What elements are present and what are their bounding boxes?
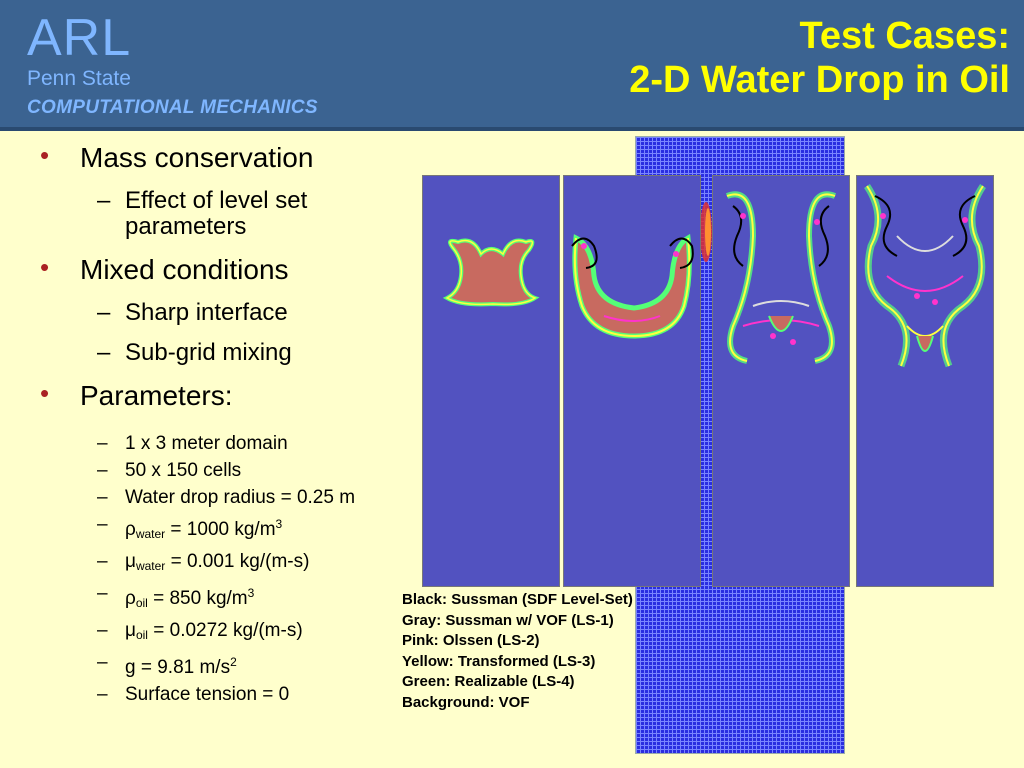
legend-gray: Gray: Sussman w/ VOF (LS-1) (402, 611, 614, 629)
param-domain: –1 x 3 meter domain (97, 433, 288, 454)
param-rho-water: – ρwater = 1000 kg/m3 (97, 514, 283, 541)
param-surface-tension: – Surface tension = 0 (97, 684, 290, 705)
division-label: COMPUTATIONAL MECHANICS (27, 97, 318, 118)
param-mu-water: – μwater = 0.001 kg/(m-s) (97, 551, 310, 573)
bullet-dot-icon: • (40, 140, 50, 170)
bullet-list: • Mass conservation – Effect of level set … (40, 140, 420, 708)
slide-title: Test Cases: 2-D Water Drop in Oil (629, 14, 1010, 102)
sub-bullet-sub-grid: – Sub-grid mixing (97, 339, 292, 366)
bullet-parameters: • Parameters: (40, 378, 233, 411)
drop-image-t1 (442, 238, 540, 307)
legend-background: Background: VOF (402, 693, 530, 711)
legend-black: Black: Sussman (SDF Level-Set) (402, 591, 633, 608)
simulation-panel-1 (422, 175, 560, 587)
param-mu-oil: – μoil = 0.0272 kg/(m-s) (97, 620, 303, 642)
bullet-dot-icon: • (40, 378, 50, 408)
bullet-dot-icon: • (40, 252, 50, 282)
vof-drop-image (700, 202, 712, 262)
param-cells: –50 x 150 cells (97, 460, 242, 481)
legend-pink: Pink: Olssen (LS-2) (402, 632, 540, 649)
param-rho-oil: – ρoil = 850 kg/m3 (97, 583, 255, 610)
arl-logo: ARL (27, 9, 132, 67)
legend-yellow: Yellow: Transformed (LS-3) (402, 652, 596, 670)
slide-header: ARL Penn State COMPUTATIONAL MECHANICS T… (0, 0, 1024, 131)
simulation-panel-4 (856, 175, 994, 587)
param-gravity: – g = 9.81 m/s2 (97, 652, 237, 678)
sub-bullet-sharp-interface: – Sharp interface (97, 299, 288, 326)
simulation-panel-2 (563, 175, 701, 587)
bullet-mixed-conditions: • Mixed conditions (40, 252, 289, 285)
simulation-panel-3 (712, 175, 850, 587)
method-legend: Black: Sussman (SDF Level-Set) Gray: Sus… (402, 590, 633, 713)
title-line-2: 2-D Water Drop in Oil (629, 59, 1010, 101)
title-line-1: Test Cases: (799, 15, 1010, 57)
legend-green: Green: Realizable (LS-4) (402, 673, 575, 690)
sub-bullet-level-set: – Effect of level set parameters (97, 187, 308, 240)
bullet-mass-conservation: • Mass conservation (40, 140, 314, 173)
param-radius: – Water drop radius = 0.25 m (97, 487, 356, 508)
drop-image-t3 (717, 184, 845, 374)
penn-state-label: Penn State (27, 67, 131, 90)
drop-image-t2 (571, 233, 694, 339)
drop-image-t4 (864, 184, 986, 368)
